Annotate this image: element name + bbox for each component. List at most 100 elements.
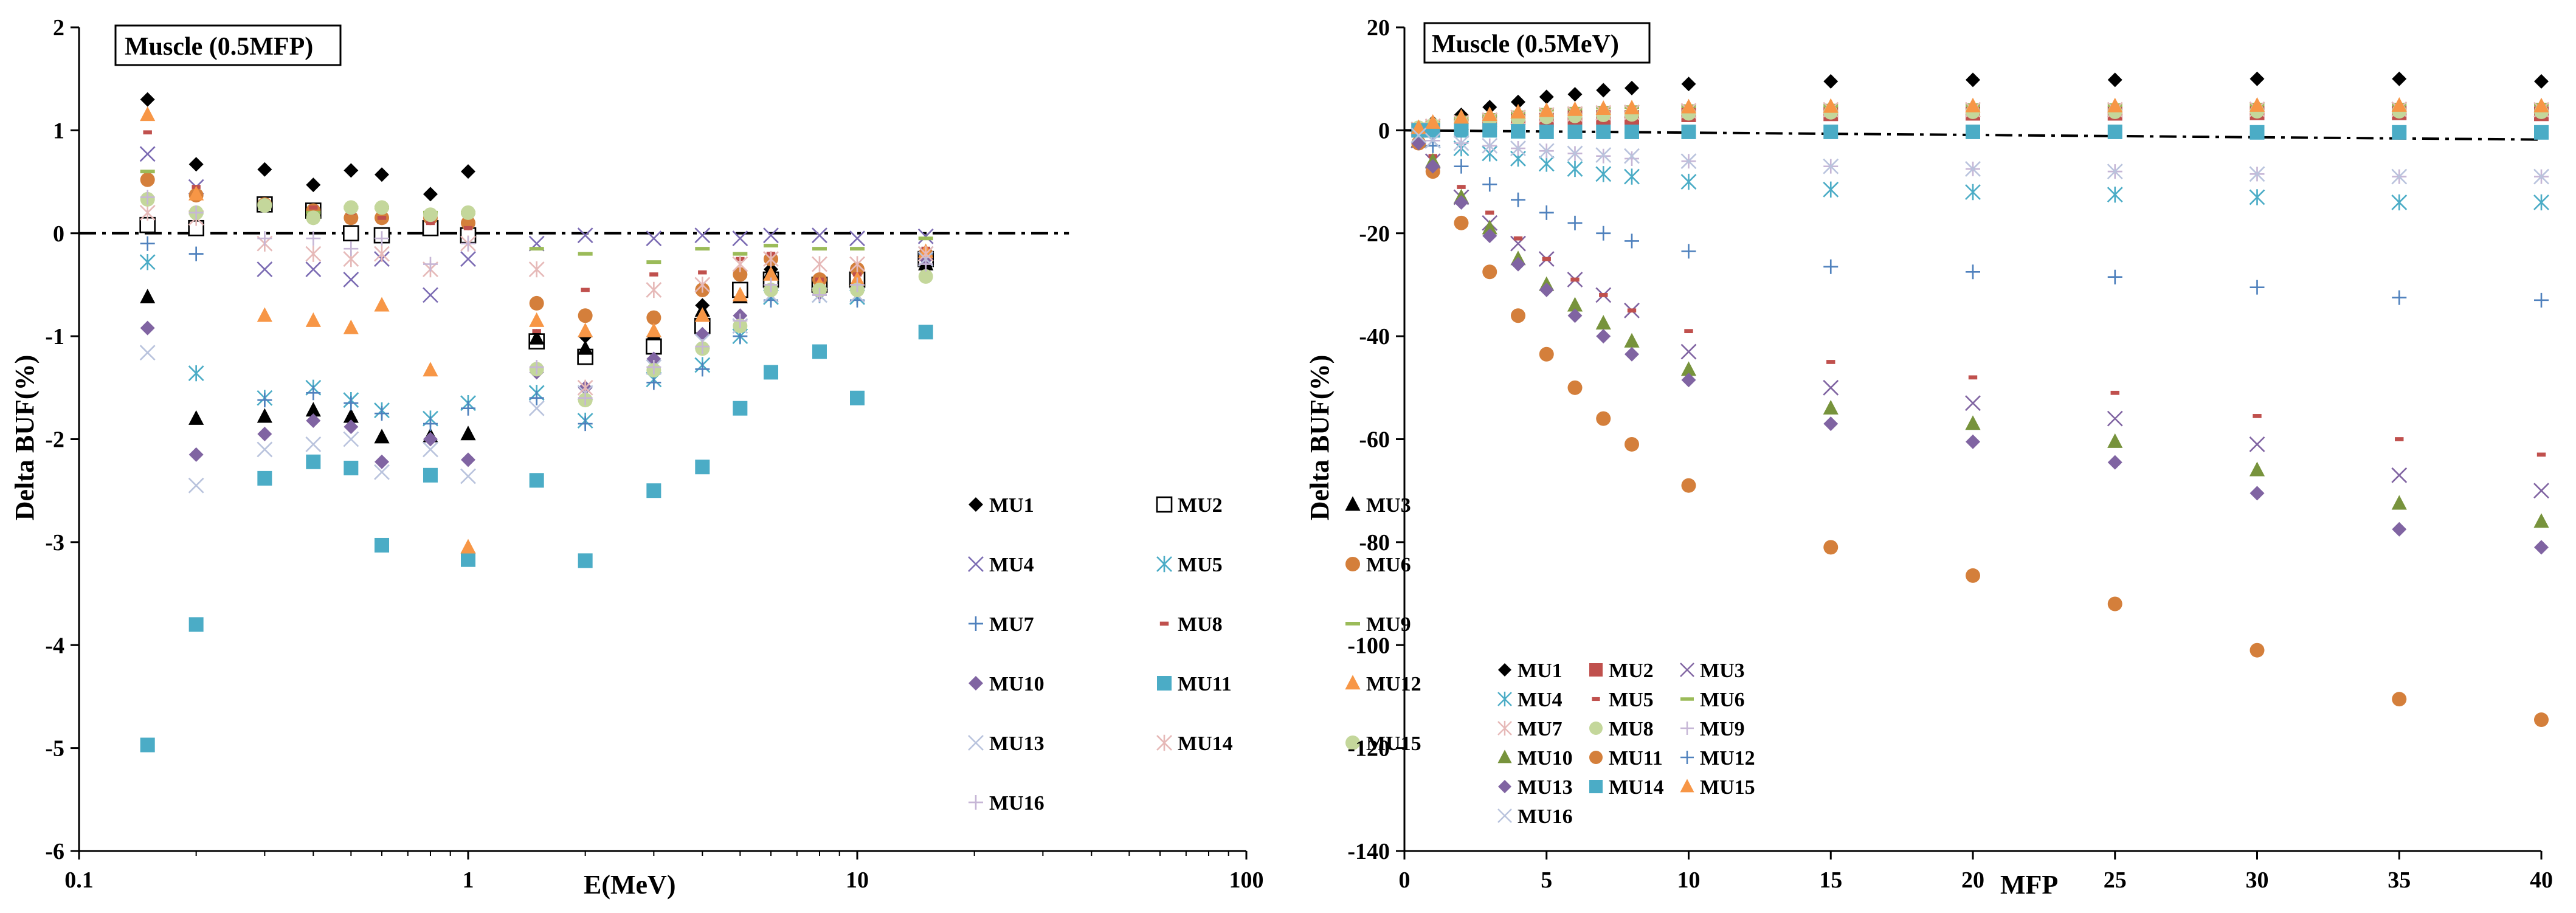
left-point-shape bbox=[305, 312, 321, 327]
left-point bbox=[140, 320, 155, 336]
left-point bbox=[764, 277, 779, 292]
right-point-shape bbox=[2536, 452, 2546, 457]
right-point bbox=[1567, 297, 1583, 312]
left-point-shape bbox=[188, 365, 204, 382]
right-point-shape bbox=[2395, 437, 2404, 441]
right-point-shape bbox=[2249, 461, 2265, 477]
left-legend-marker-shape bbox=[968, 735, 984, 751]
left-point bbox=[850, 247, 865, 251]
left-point bbox=[257, 393, 272, 408]
right-legend-marker-shape bbox=[1680, 697, 1694, 701]
right-point bbox=[1511, 124, 1525, 139]
right-legend-marker-shape bbox=[1592, 697, 1600, 701]
right-point-shape bbox=[1567, 87, 1583, 102]
left-point bbox=[375, 167, 390, 182]
right-point-shape bbox=[1457, 185, 1466, 189]
left-point bbox=[374, 297, 390, 312]
left-point-shape bbox=[763, 227, 779, 244]
right-point-shape bbox=[1823, 379, 1839, 396]
right-point bbox=[1966, 434, 1980, 449]
left-point bbox=[646, 359, 661, 374]
left-point bbox=[646, 230, 662, 247]
left-point-shape bbox=[344, 163, 359, 178]
right-point-shape bbox=[1454, 215, 1469, 230]
right-point bbox=[2391, 495, 2407, 510]
left-legend-marker bbox=[968, 556, 984, 572]
right-legend-label: MU5 bbox=[1609, 689, 1654, 711]
left-point-shape bbox=[649, 272, 658, 277]
right-point bbox=[2391, 97, 2407, 112]
left-legend-marker-shape bbox=[1345, 622, 1360, 625]
right-series-mu13 bbox=[1411, 136, 2549, 555]
left-point bbox=[140, 236, 155, 251]
left-point bbox=[529, 473, 544, 488]
right-legend-marker bbox=[1498, 663, 1511, 677]
right-point-shape bbox=[1482, 219, 1497, 235]
right-xtick-label: 20 bbox=[1961, 867, 1984, 893]
left-point-shape bbox=[529, 295, 544, 311]
right-point bbox=[1482, 219, 1497, 235]
right-point bbox=[2249, 436, 2265, 452]
right-point bbox=[2110, 390, 2119, 395]
right-point-shape bbox=[2107, 164, 2123, 180]
right-point bbox=[2107, 455, 2122, 470]
left-point-shape bbox=[140, 190, 155, 205]
right-legend-label: MU11 bbox=[1609, 747, 1663, 770]
left-point-shape bbox=[139, 253, 156, 270]
right-point-shape bbox=[1595, 147, 1612, 163]
left-point bbox=[581, 288, 590, 292]
right-point-shape bbox=[1454, 123, 1469, 138]
right-point bbox=[2107, 433, 2123, 448]
right-legend-label: MU3 bbox=[1700, 660, 1745, 682]
right-legend-label: MU13 bbox=[1518, 776, 1573, 799]
right-point-shape bbox=[2250, 125, 2265, 140]
left-point-shape bbox=[694, 227, 711, 244]
left-point-shape bbox=[374, 246, 390, 262]
right-point bbox=[1596, 329, 1611, 344]
right-legend-marker-shape bbox=[1680, 663, 1694, 677]
left-point bbox=[646, 310, 661, 325]
right-point bbox=[1411, 119, 1426, 134]
left-point bbox=[305, 261, 322, 277]
left-point-shape bbox=[733, 401, 748, 416]
right-point bbox=[2392, 522, 2407, 537]
left-point-shape bbox=[140, 106, 156, 122]
right-point-shape bbox=[1511, 124, 1525, 139]
left-point bbox=[139, 204, 156, 221]
left-point bbox=[812, 247, 827, 251]
right-point bbox=[1454, 195, 1469, 210]
left-point-shape bbox=[140, 170, 155, 174]
right-point-shape bbox=[1624, 168, 1640, 185]
left-points bbox=[139, 92, 934, 753]
right-legend-marker bbox=[1497, 691, 1512, 707]
right-point-shape bbox=[1624, 148, 1640, 164]
left-point-shape bbox=[344, 460, 359, 475]
right-point-shape bbox=[1424, 133, 1441, 149]
right-point-shape bbox=[1454, 195, 1469, 210]
right-legend-label: MU10 bbox=[1518, 747, 1573, 770]
right-point-shape bbox=[1567, 215, 1583, 230]
right-series-mu14 bbox=[1411, 123, 2549, 140]
left-legend-label: MU7 bbox=[989, 613, 1034, 636]
right-point bbox=[2250, 71, 2265, 86]
left-ytick-label: -5 bbox=[45, 736, 64, 762]
left-point-shape bbox=[344, 241, 359, 257]
right-point bbox=[1624, 168, 1640, 185]
right-point-shape bbox=[1625, 80, 1639, 95]
left-point-shape bbox=[140, 288, 156, 303]
left-point bbox=[463, 226, 473, 230]
right-legend-marker bbox=[1497, 749, 1512, 763]
right-point-shape bbox=[1823, 74, 1839, 89]
left-legend-marker bbox=[1345, 557, 1360, 571]
right-legend-item: MU7 bbox=[1497, 718, 1563, 740]
left-point-shape bbox=[733, 267, 748, 282]
right-point-shape bbox=[2533, 97, 2549, 112]
right-point bbox=[1599, 293, 1608, 297]
right-point bbox=[2249, 166, 2265, 182]
left-legend-marker-shape bbox=[1345, 675, 1361, 690]
right-point bbox=[1510, 235, 1526, 252]
left-point bbox=[423, 207, 438, 222]
right-point-shape bbox=[1625, 436, 1639, 452]
right-point-shape bbox=[1567, 308, 1583, 323]
left-point-shape bbox=[344, 396, 359, 411]
